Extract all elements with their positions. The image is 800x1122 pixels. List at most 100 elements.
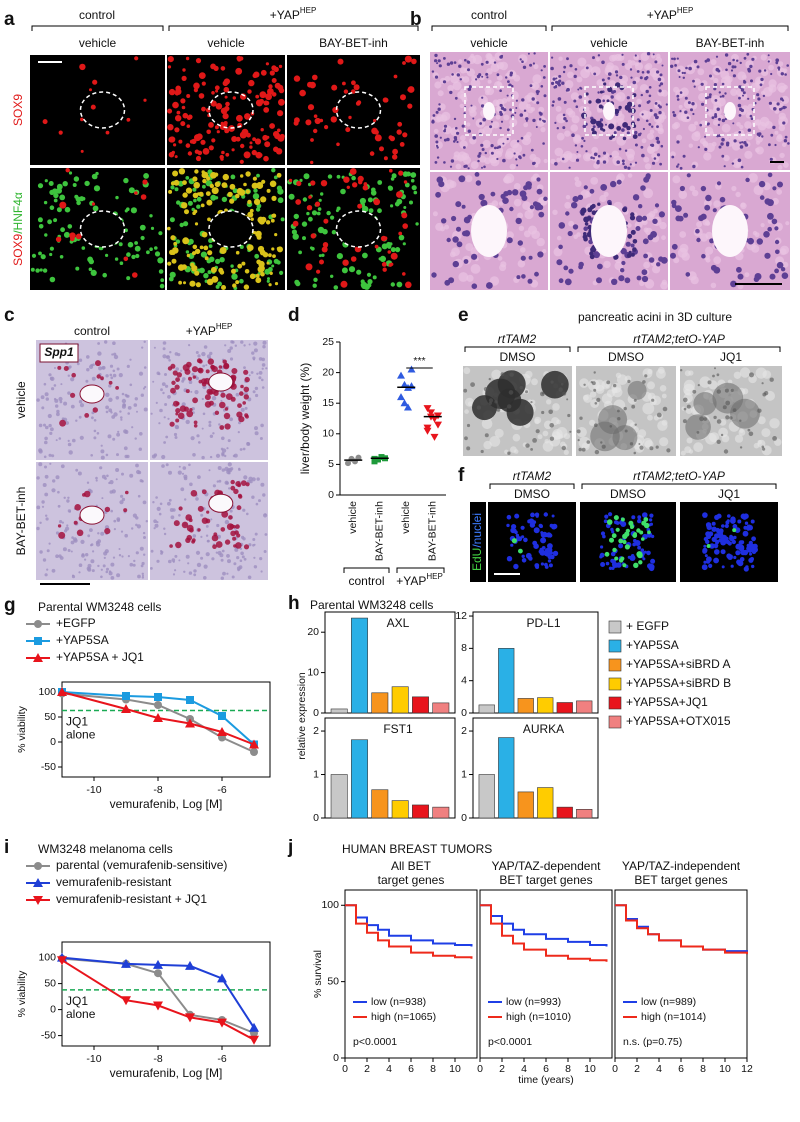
cell [235,345,237,347]
cell [579,417,582,420]
y-tick-label: 2 [461,725,467,737]
cell [510,74,513,77]
cell [251,218,254,221]
cell [113,370,116,373]
cell [49,463,51,465]
cell [441,112,450,121]
cell [271,168,275,172]
cell [729,416,732,419]
marker [34,637,42,645]
cell [180,370,182,372]
cell [405,56,412,63]
cell [640,185,646,191]
cell [403,242,406,245]
cell [57,184,63,190]
column-label: control [74,324,110,338]
cell [485,152,487,154]
cell [735,550,740,555]
cell [570,124,578,132]
cell [253,358,255,360]
cell [175,155,178,158]
cell [741,166,744,169]
cell [567,72,574,79]
cell [124,534,128,538]
cell [228,462,232,466]
cell [434,59,437,62]
cell [640,76,643,79]
cell [638,560,642,564]
cell [79,563,83,567]
cell [510,373,514,377]
cell [496,146,499,149]
cell [48,373,51,376]
cell [576,77,582,83]
cell [399,235,405,241]
cell [503,176,511,184]
cell [182,473,184,475]
cell [193,375,196,378]
cell [76,197,81,202]
column-label: DMSO [608,350,644,364]
bracket [432,26,546,31]
cell [451,73,454,76]
cell [89,365,93,369]
cell [49,253,52,256]
cell [143,554,145,556]
cell [211,91,215,95]
cell [222,468,225,471]
micrograph [150,462,268,580]
cell [736,162,741,167]
cell [326,211,330,215]
cell [388,250,392,254]
cell [55,404,58,407]
cell [38,462,42,466]
legend-label: low (n=938) [371,996,426,1008]
panel-letter: h [288,593,300,614]
cell [720,96,722,98]
cell [454,61,457,64]
cell [219,402,226,409]
cell [209,469,211,471]
cell [565,80,574,89]
cell [264,141,270,147]
cell [265,101,269,105]
cell [334,285,339,290]
cell [253,188,257,192]
cell [563,114,566,117]
cell [173,370,178,375]
cell [536,515,539,518]
cell [270,272,273,275]
cell [715,99,718,102]
cell [90,454,93,457]
cell [680,186,685,191]
cell [411,174,414,177]
cell [94,430,97,433]
cell [533,543,539,549]
cell [103,564,106,567]
cell [609,567,612,570]
cell [104,340,107,343]
cell [714,115,717,118]
cell [236,556,239,559]
cell [253,390,256,393]
cell [712,116,715,119]
cell [174,520,180,526]
cell [677,58,679,60]
cell [184,407,189,412]
cell [494,147,497,150]
cell [60,255,64,259]
cell [188,464,191,467]
cell [170,217,175,222]
cell [195,150,199,154]
cell [225,423,231,429]
cell [92,202,95,205]
cell [70,237,75,242]
cell [215,85,220,90]
cell [397,122,402,127]
cell [397,129,402,134]
cell [175,115,181,121]
cell [683,155,686,158]
cell [172,259,177,264]
cell [253,177,257,181]
cell [274,133,280,139]
